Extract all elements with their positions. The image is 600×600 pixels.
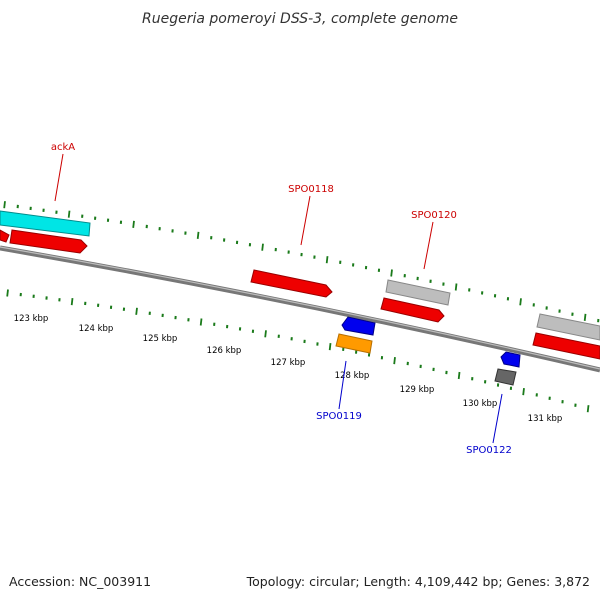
scale-label: 128 kbp	[335, 371, 370, 381]
gene-label-SPO0122[interactable]: SPO0122	[466, 445, 512, 456]
inner-tick	[586, 405, 590, 413]
inner-tick	[328, 342, 332, 351]
map-title: Ruegeria pomeroyi DSS-3, complete genome	[142, 11, 458, 27]
gene-feature-SPO0119-cds[interactable]	[335, 333, 373, 354]
outer-tick	[3, 201, 6, 209]
outer-tick	[454, 283, 458, 291]
scale-label: 123 kbp	[14, 314, 49, 324]
leader-line-SPO0120	[423, 221, 434, 270]
gene-label-ackA[interactable]: ackA	[51, 142, 75, 153]
inner-tick	[522, 387, 525, 396]
inner-tick-ring	[6, 289, 590, 413]
scale-label: 129 kbp	[400, 385, 435, 395]
inner-tick	[264, 330, 267, 338]
scale-label: 127 kbp	[271, 358, 306, 368]
inner-tick	[6, 289, 9, 297]
inner-tick	[70, 297, 74, 306]
inner-tick	[135, 307, 138, 315]
gene-feature-SPO0120-cds[interactable]	[385, 279, 451, 306]
gene-feature-right-cds[interactable]	[536, 313, 600, 341]
gene-feature-right[interactable]	[532, 332, 600, 360]
outer-tick-ring	[3, 201, 600, 323]
leader-line-SPO0122	[492, 393, 503, 444]
gene-label-SPO0118[interactable]: SPO0118	[288, 184, 334, 195]
outer-tick	[67, 210, 71, 218]
outer-tick	[196, 231, 200, 240]
scale-label: 131 kbp	[528, 414, 563, 424]
genome-backbone	[0, 245, 600, 373]
leader-line-ackA	[54, 153, 64, 202]
genome-summary-text: Topology: circular; Length: 4,109,442 bp…	[246, 574, 590, 589]
gene-feature-SPO0122-cds[interactable]	[494, 368, 517, 386]
leader-line-SPO0118	[300, 195, 311, 246]
accession-text: Accession: NC_003911	[9, 574, 151, 589]
genome-backbone-highlight	[0, 246, 600, 370]
gene-label-SPO0119[interactable]: SPO0119	[316, 411, 362, 422]
gene-feature-SPO0120[interactable]	[380, 297, 445, 323]
gene-feature-left-partial[interactable]	[0, 229, 10, 243]
gene-feature-ackA-cds[interactable]	[0, 210, 91, 237]
scale-label: 125 kbp	[143, 334, 178, 344]
inner-tick	[199, 318, 203, 326]
outer-tick	[325, 256, 329, 264]
inner-tick	[457, 371, 461, 380]
inner-tick	[393, 356, 396, 365]
outer-tick	[132, 220, 135, 229]
outer-tick	[583, 313, 587, 322]
scale-label: 124 kbp	[79, 324, 114, 334]
gene-feature-SPO0122[interactable]	[500, 351, 521, 368]
gene-label-SPO0120[interactable]: SPO0120	[411, 210, 457, 221]
gene-feature-ackA[interactable]	[9, 229, 88, 254]
scale-label: 126 kbp	[207, 346, 242, 356]
outer-tick	[390, 269, 393, 277]
scale-label: 130 kbp	[463, 399, 498, 409]
gene-feature-SPO0119[interactable]	[341, 316, 376, 336]
outer-tick	[261, 243, 264, 251]
outer-tick	[519, 298, 522, 306]
gene-feature-SPO0118[interactable]	[250, 269, 333, 298]
leader-line-SPO0119	[338, 360, 347, 410]
